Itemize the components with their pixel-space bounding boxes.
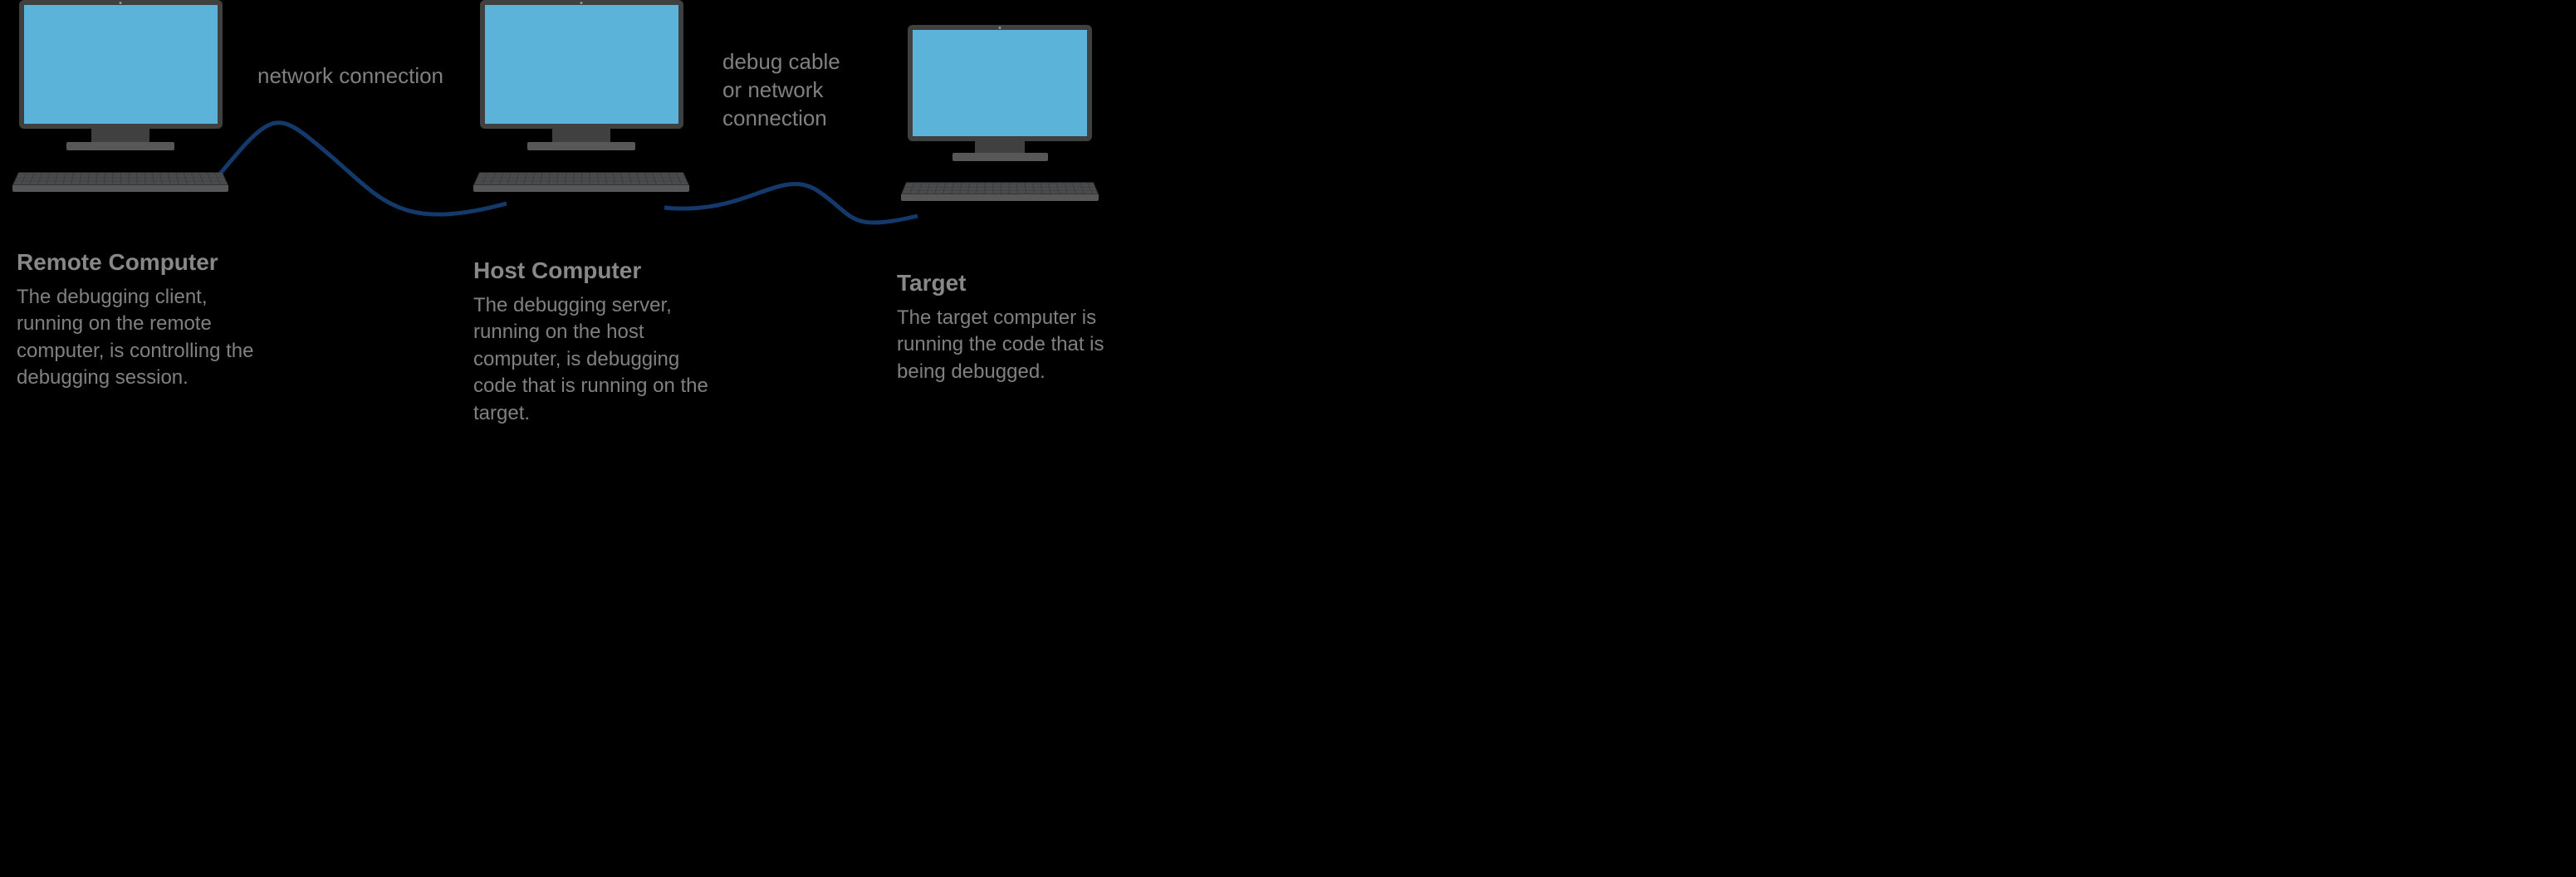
node-target-text: Target The target computer is running th… (897, 270, 1146, 385)
screen (913, 30, 1087, 136)
computer-icon-remote (12, 0, 228, 192)
cable-path-2 (664, 184, 918, 223)
node-title-remote: Remote Computer (17, 249, 266, 276)
connection-label-2: debug cable or network connection (722, 48, 840, 132)
screen (485, 5, 678, 124)
stand-neck (552, 128, 610, 143)
cable-path-1 (209, 123, 507, 214)
node-desc-host: The debugging server, running on the hos… (473, 292, 722, 427)
node-host-text: Host Computer The debugging server, runn… (473, 257, 722, 427)
computer-icon-target (901, 25, 1099, 201)
stand-base (527, 142, 635, 150)
keyboard-icon (12, 162, 228, 192)
stand-neck (975, 140, 1025, 154)
screen (24, 5, 218, 124)
stand-base (953, 153, 1048, 161)
node-target (901, 25, 1099, 201)
keyboard-icon (473, 162, 689, 192)
keyboard-icon (901, 173, 1099, 201)
node-title-host: Host Computer (473, 257, 722, 284)
monitor-icon (19, 0, 223, 129)
node-desc-target: The target computer is running the code … (897, 305, 1146, 385)
node-remote-text: Remote Computer The debugging client, ru… (17, 249, 266, 392)
node-desc-remote: The debugging client, running on the rem… (17, 284, 266, 392)
connection-label-1: network connection (257, 62, 443, 91)
computer-icon-host (473, 0, 689, 192)
stand-neck (91, 128, 149, 143)
node-title-target: Target (897, 270, 1146, 296)
monitor-icon (908, 25, 1092, 141)
stand-base (66, 142, 174, 150)
node-remote (12, 0, 228, 192)
node-host (473, 0, 689, 192)
monitor-icon (480, 0, 683, 129)
